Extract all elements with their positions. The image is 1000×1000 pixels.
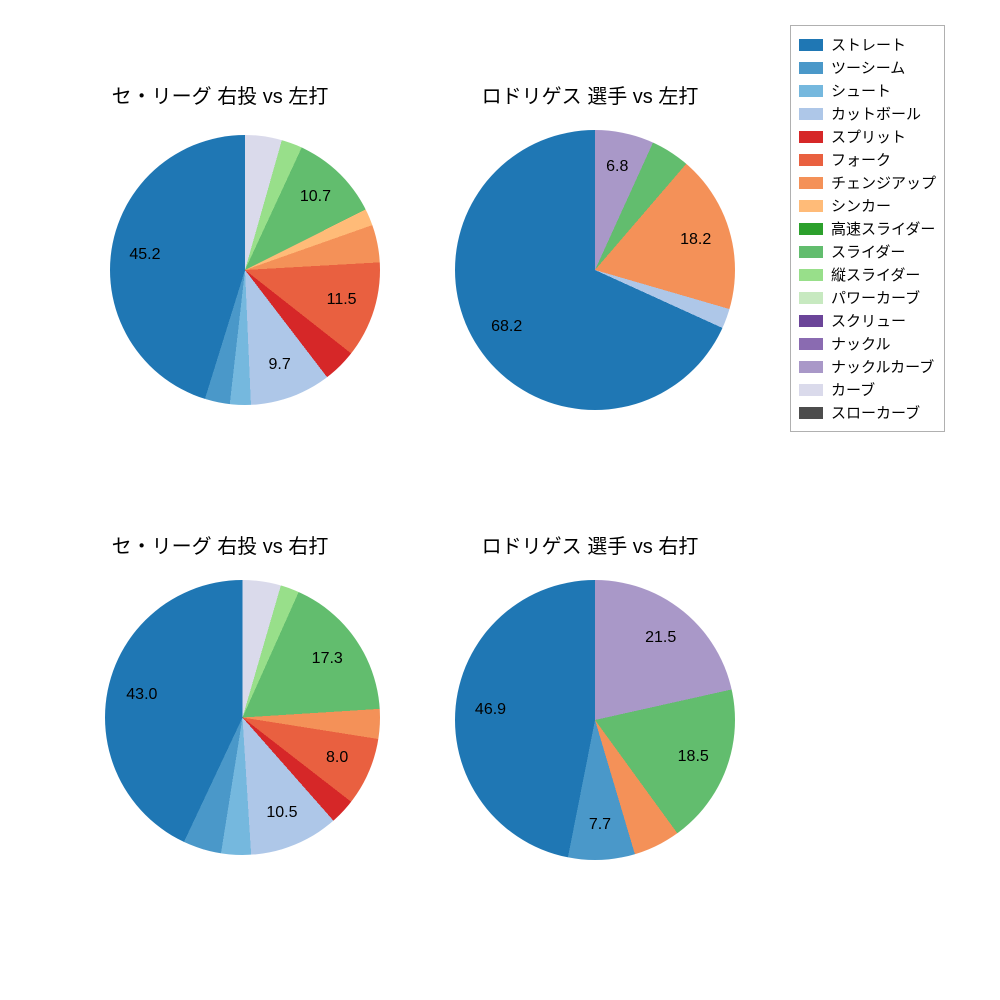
legend-label: スクリュー — [831, 310, 906, 331]
legend-item: スプリット — [799, 126, 936, 147]
slice-label: 46.9 — [475, 701, 506, 719]
legend-swatch — [799, 361, 823, 373]
legend-item: ナックル — [799, 333, 936, 354]
legend-label: スライダー — [831, 241, 905, 262]
legend-swatch — [799, 177, 823, 189]
legend-item: スライダー — [799, 241, 936, 262]
legend-label: ナックルカーブ — [831, 356, 934, 377]
legend-label: 縦スライダー — [831, 264, 920, 285]
slice-label: 9.7 — [268, 356, 290, 374]
legend-swatch — [799, 200, 823, 212]
chart-top-left: セ・リーグ 右投 vs 左打 45.2 9.7 11.5 10.7 — [50, 80, 390, 440]
legend-item: カットボール — [799, 103, 936, 124]
chart-title: ロドリゲス 選手 vs 左打 — [420, 80, 760, 109]
chart-bottom-right: ロドリゲス 選手 vs 右打 46.9 7.7 18.5 21.5 — [420, 530, 760, 890]
legend-swatch — [799, 154, 823, 166]
slice-label: 11.5 — [327, 291, 357, 309]
chart-title: ロドリゲス 選手 vs 右打 — [420, 530, 760, 559]
slice-label: 8.0 — [326, 749, 348, 767]
legend-swatch — [799, 338, 823, 350]
legend-swatch — [799, 269, 823, 281]
pie — [105, 580, 380, 855]
chart-title: セ・リーグ 右投 vs 左打 — [50, 80, 390, 109]
legend-swatch — [799, 131, 823, 143]
slice-label: 7.7 — [589, 816, 611, 834]
pie — [455, 130, 735, 410]
legend-swatch — [799, 39, 823, 51]
legend-item: シンカー — [799, 195, 936, 216]
legend-item: スローカーブ — [799, 402, 936, 423]
legend-item: ストレート — [799, 34, 936, 55]
legend-label: シンカー — [831, 195, 891, 216]
pie-wrap: 43.0 10.5 8.0 17.3 — [105, 580, 380, 855]
legend-item: ツーシーム — [799, 57, 936, 78]
legend-swatch — [799, 292, 823, 304]
slice-label: 17.3 — [312, 650, 343, 668]
slice-label: 43.0 — [126, 686, 157, 704]
pie-wrap: 46.9 7.7 18.5 21.5 — [455, 580, 735, 860]
legend-item: シュート — [799, 80, 936, 101]
slice-label: 68.2 — [491, 318, 522, 336]
slice-label: 10.7 — [300, 188, 331, 206]
slice-label: 6.8 — [606, 158, 628, 176]
legend-label: パワーカーブ — [831, 287, 920, 308]
legend-swatch — [799, 315, 823, 327]
legend-label: スローカーブ — [831, 402, 920, 423]
pie-wrap: 68.2 18.2 6.8 — [455, 130, 735, 410]
legend-swatch — [799, 108, 823, 120]
figure: ストレートツーシームシュートカットボールスプリットフォークチェンジアップシンカー… — [0, 0, 1000, 1000]
legend-label: チェンジアップ — [831, 172, 936, 193]
legend-label: カットボール — [831, 103, 921, 124]
legend-label: カーブ — [831, 379, 875, 400]
legend-swatch — [799, 85, 823, 97]
legend-item: ナックルカーブ — [799, 356, 936, 377]
legend-swatch — [799, 246, 823, 258]
legend-item: 縦スライダー — [799, 264, 936, 285]
pie — [110, 135, 380, 405]
legend-label: シュート — [831, 80, 891, 101]
legend-label: ツーシーム — [831, 57, 905, 78]
legend-label: 高速スライダー — [831, 218, 935, 239]
legend: ストレートツーシームシュートカットボールスプリットフォークチェンジアップシンカー… — [790, 25, 945, 432]
legend-item: パワーカーブ — [799, 287, 936, 308]
legend-swatch — [799, 223, 823, 235]
legend-label: ストレート — [831, 34, 906, 55]
legend-label: スプリット — [831, 126, 906, 147]
legend-item: スクリュー — [799, 310, 936, 331]
chart-title: セ・リーグ 右投 vs 右打 — [50, 530, 390, 559]
slice-label: 10.5 — [266, 804, 297, 822]
chart-bottom-left: セ・リーグ 右投 vs 右打 43.0 10.5 8.0 17.3 — [50, 530, 390, 890]
slice-label: 18.2 — [680, 231, 711, 249]
legend-item: カーブ — [799, 379, 936, 400]
chart-top-right: ロドリゲス 選手 vs 左打 68.2 18.2 6.8 — [420, 80, 760, 440]
legend-label: フォーク — [831, 149, 891, 170]
slice-label: 45.2 — [129, 246, 160, 264]
legend-swatch — [799, 62, 823, 74]
legend-swatch — [799, 384, 823, 396]
pie-wrap: 45.2 9.7 11.5 10.7 — [110, 135, 380, 405]
legend-swatch — [799, 407, 823, 419]
legend-item: フォーク — [799, 149, 936, 170]
legend-item: チェンジアップ — [799, 172, 936, 193]
slice-label: 21.5 — [645, 629, 676, 647]
slice-label: 18.5 — [678, 748, 709, 766]
legend-item: 高速スライダー — [799, 218, 936, 239]
legend-label: ナックル — [831, 333, 891, 354]
